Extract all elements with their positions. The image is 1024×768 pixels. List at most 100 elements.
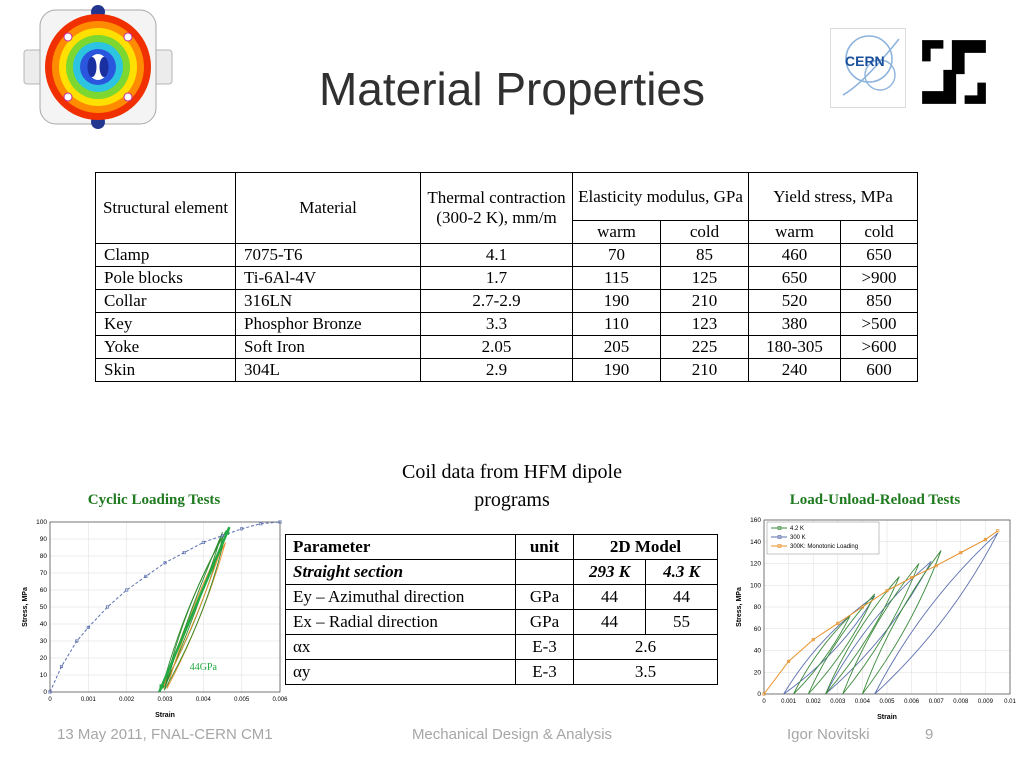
temp-293k: 293 K [573,559,646,585]
parameter-header: Parameter [285,534,516,560]
param-unit: E-3 [515,659,574,685]
svg-text:0.006: 0.006 [904,699,920,705]
param-value-43: 55 [644,609,719,635]
materials-cell: 240 [748,358,842,382]
materials-row: Skin 304L 2.9 190 210 240 600 [95,358,919,382]
materials-cell: Yoke [95,335,236,359]
param-value: 3.5 [572,659,719,685]
unit-header: unit [515,534,574,560]
materials-cell: 70 [572,243,661,267]
svg-text:40: 40 [754,648,762,655]
svg-text:30: 30 [40,638,48,645]
materials-cell: 4.1 [420,243,573,267]
materials-cell: Key [95,312,236,336]
svg-text:0.005: 0.005 [879,699,895,705]
materials-cell: >600 [840,335,919,359]
materials-cell: 380 [748,312,842,336]
param-name: αx [285,634,516,660]
materials-cell: Skin [95,358,236,382]
materials-cell: 210 [659,289,750,313]
temp-43k: 4.3 K [644,559,719,585]
col-yield-stress: Yield stress, MPa [748,172,919,221]
materials-cell: >500 [840,312,919,336]
cyclic-loading-title: Cyclic Loading Tests [87,492,221,508]
svg-text:160: 160 [750,517,761,524]
svg-text:100: 100 [36,519,47,526]
materials-table-body: Clamp 7075-T6 4.1 70 85 460 650 Pole blocks Ti-6… [95,243,919,382]
svg-text:20: 20 [754,669,762,676]
param-name: Ey – Azimuthal direction [285,584,516,610]
svg-text:0.01: 0.01 [1004,699,1016,705]
materials-cell: 304L [235,358,421,382]
svg-text:0.005: 0.005 [234,697,250,703]
svg-text:Strain: Strain [155,712,175,719]
cyclic-loading-chart: 0 0.001 0.002 0.003 0.004 0.005 0.006 0 10 20 30 40… [20,516,288,720]
col-yield-warm: warm [748,220,842,244]
svg-text:300K: Monotonic Loading: 300K: Monotonic Loading [790,544,858,550]
materials-cell: 190 [572,358,661,382]
coil-parameter-table: Parameter unit 2D Model Straight section… [285,534,719,685]
materials-cell: 520 [748,289,842,313]
cern-logo-graphic: CERN [842,35,900,96]
fermilab-logo [918,38,990,106]
param-unit: GPa [515,609,574,635]
materials-cell: 2.05 [420,335,573,359]
svg-text:Stress, MPa: Stress, MPa [736,587,743,627]
svg-text:0: 0 [43,689,47,696]
svg-text:90: 90 [40,536,48,543]
materials-cell: 180-305 [748,335,842,359]
col-elasticity-warm: warm [572,220,661,244]
param-value-293: 44 [573,584,646,610]
materials-header-row: Structural element Material Thermal cont… [95,172,919,244]
param-name: Ex – Radial direction [285,609,516,635]
magnet-cross-section-image [22,4,174,130]
svg-text:0.006: 0.006 [272,697,288,703]
fermilab-logo-graphic [922,40,986,104]
materials-cell: 225 [659,335,750,359]
svg-text:120: 120 [750,561,761,568]
materials-cell: 1.7 [420,266,573,290]
materials-row: Pole blocks Ti-6Al-4V 1.7 115 125 650 >900 [95,266,919,290]
svg-text:0.003: 0.003 [830,699,846,705]
materials-cell: Phosphor Bronze [235,312,421,336]
param-value-293: 44 [573,609,646,635]
svg-text:40: 40 [40,621,48,628]
svg-text:20: 20 [40,655,48,662]
svg-text:0.001: 0.001 [781,699,797,705]
materials-row: Collar 316LN 2.7-2.9 190 210 520 850 [95,289,919,313]
materials-cell: 210 [659,358,750,382]
empty-cell [515,559,574,585]
materials-cell: 7075-T6 [235,243,421,267]
svg-text:0.001: 0.001 [81,697,97,703]
svg-text:0.007: 0.007 [929,699,945,705]
col-elasticity-modulus: Elasticity modulus, GPa [571,172,750,221]
footer-center: Mechanical Design & Analysis [411,726,613,743]
page-title: Material Properties [318,63,706,115]
param-name: αy [285,659,516,685]
svg-text:100: 100 [750,582,761,589]
materials-cell: Clamp [95,243,236,267]
materials-subheader-row: warm cold warm cold [96,220,919,244]
param-row-alpha-x: αx E-3 2.6 [285,634,719,660]
cern-logo: CERN [830,28,906,108]
svg-text:300 K: 300 K [790,535,806,541]
svg-text:Stress, MPa: Stress, MPa [22,587,29,627]
materials-cell: Collar [95,289,236,313]
svg-text:80: 80 [754,604,762,611]
model-header: 2D Model [572,534,719,560]
param-section-row: Straight section 293 K 4.3 K [285,559,719,585]
materials-cell: 110 [572,312,661,336]
load-unload-reload-chart: 0 0.001 0.002 0.003 0.004 0.005 0.006 0.007 0.00… [734,514,1018,722]
materials-cell: 3.3 [420,312,573,336]
svg-text:0: 0 [757,691,761,698]
cern-logo-text: CERN [845,53,885,69]
materials-cell: 460 [748,243,842,267]
svg-text:0: 0 [762,699,766,705]
materials-row: Clamp 7075-T6 4.1 70 85 460 650 [95,243,919,267]
col-structural-element: Structural element [95,172,236,244]
svg-text:0.004: 0.004 [196,697,212,703]
col-yield-cold: cold [840,220,919,244]
col-material: Material [235,172,421,244]
svg-text:60: 60 [40,587,48,594]
materials-cell: Ti-6Al-4V [235,266,421,290]
